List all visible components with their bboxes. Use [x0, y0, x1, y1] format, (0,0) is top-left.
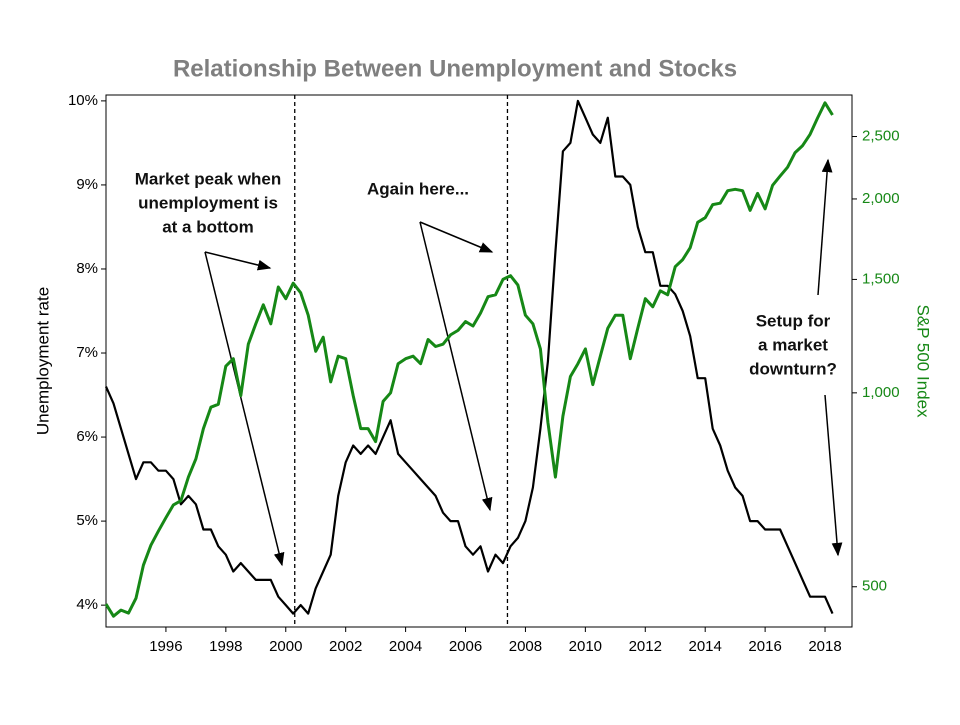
arrow: [204, 251, 272, 271]
annotation: downturn?: [749, 359, 837, 378]
x-tick-label: 2014: [689, 638, 722, 655]
arrow: [817, 158, 833, 296]
x-tick-label: 2018: [808, 638, 841, 655]
series-line: [104, 101, 834, 618]
chart-title: Relationship Between Unemployment and St…: [173, 55, 737, 82]
arrow: [204, 251, 285, 567]
annotation: at a bottom: [162, 217, 254, 236]
arrow: [419, 221, 493, 512]
plot-frame: [105, 94, 853, 628]
y2-tick-label: 2,000: [862, 190, 900, 207]
y2-tick-label: 1,000: [862, 384, 900, 401]
x-tick-label: 2008: [509, 638, 542, 655]
annotation: Again here...: [367, 179, 469, 198]
annotation: a market: [758, 335, 828, 354]
x-tick-label: 2002: [329, 638, 362, 655]
y-tick-label: 8%: [76, 260, 98, 277]
y-tick-label: 6%: [76, 428, 98, 445]
y-tick-label: 10%: [68, 92, 98, 109]
x-tick-label: 2016: [748, 638, 781, 655]
x-tick-label: 2000: [269, 638, 302, 655]
annotation: unemployment is: [138, 193, 278, 212]
arrows: [204, 158, 843, 567]
x-tick-label: 2006: [449, 638, 482, 655]
arrow: [419, 221, 494, 253]
x-tick-label: 2004: [389, 638, 422, 655]
y-tick-label: 5%: [76, 512, 98, 529]
y-tick-label: 4%: [76, 596, 98, 613]
arrow: [824, 394, 843, 557]
y-tick-label: 7%: [76, 344, 98, 361]
y2-tick-label: 2,500: [862, 127, 900, 144]
y2-tick-label: 500: [862, 578, 887, 595]
annotation: Market peak when: [135, 169, 281, 188]
series-line: [104, 99, 834, 615]
y-axis-label: Unemployment rate: [33, 287, 52, 435]
annotation: Setup for: [756, 311, 831, 330]
y2-axis-label: S&P 500 Index: [914, 304, 933, 418]
x-tick-label: 2012: [629, 638, 662, 655]
x-tick-label: 1998: [209, 638, 242, 655]
x-tick-label: 1996: [149, 638, 182, 655]
x-tick-label: 2010: [569, 638, 602, 655]
y-tick-label: 9%: [76, 176, 98, 193]
y2-tick-label: 1,500: [862, 270, 900, 287]
